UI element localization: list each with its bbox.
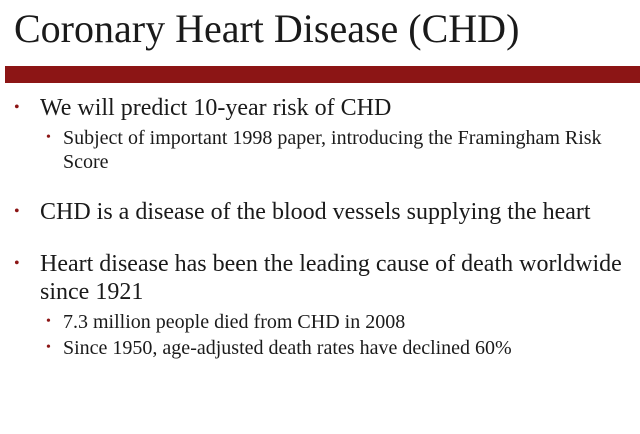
bullet-marker: • (14, 255, 20, 272)
bullet-text: Heart disease has been the leading cause… (40, 251, 622, 305)
sub-bullet-list: • Subject of important 1998 paper, intro… (40, 126, 630, 174)
bullet-text: CHD is a disease of the blood vessels su… (40, 199, 591, 225)
sub-bullet-list: • 7.3 million people died from CHD in 20… (40, 310, 630, 360)
sub-bullet-item: • Since 1950, age-adjusted death rates h… (40, 336, 623, 360)
bullet-item: • Heart disease has been the leading cau… (0, 250, 630, 360)
bullet-text: We will predict 10-year risk of CHD (40, 95, 392, 121)
bullet-list: • We will predict 10-year risk of CHD • … (0, 94, 640, 360)
bullet-marker: • (14, 99, 20, 116)
sub-bullet-item: • 7.3 million people died from CHD in 20… (40, 310, 623, 334)
sub-bullet-marker: • (46, 340, 51, 355)
sub-bullet-text: Subject of important 1998 paper, introdu… (63, 127, 602, 173)
bullet-marker: • (14, 203, 20, 220)
title-underline-bar (5, 66, 640, 83)
slide-title: Coronary Heart Disease (CHD) (14, 6, 520, 51)
bullet-item: • CHD is a disease of the blood vessels … (0, 198, 630, 226)
bullet-item: • We will predict 10-year risk of CHD • … (0, 94, 630, 174)
sub-bullet-marker: • (46, 130, 51, 145)
sub-bullet-marker: • (46, 314, 51, 329)
sub-bullet-text: Since 1950, age-adjusted death rates hav… (63, 337, 512, 359)
sub-bullet-text: 7.3 million people died from CHD in 2008 (63, 311, 406, 333)
sub-bullet-item: • Subject of important 1998 paper, intro… (40, 126, 623, 174)
